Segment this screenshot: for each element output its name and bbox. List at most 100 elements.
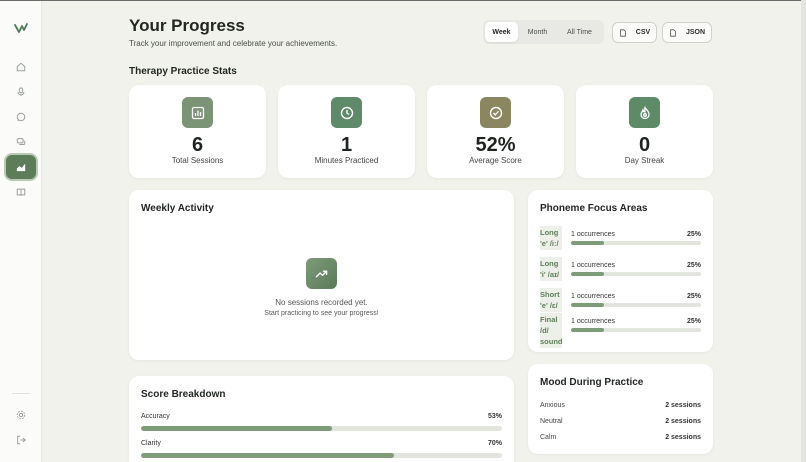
phoneme-progress-track xyxy=(571,241,701,245)
check-circle-icon xyxy=(480,97,511,128)
sidebar-item-settings[interactable] xyxy=(8,405,34,425)
phoneme-count: 1 occurrences xyxy=(571,318,615,325)
score-percent: 53% xyxy=(487,413,502,420)
phoneme-count: 1 occurrences xyxy=(571,262,615,269)
app-logo-icon[interactable] xyxy=(13,20,29,36)
export-json-label: JSON xyxy=(685,29,706,36)
weekly-activity-card: Weekly Activity No sessions recorded yet… xyxy=(129,190,514,360)
phoneme-row: Long 'i' /aɪ/ 1 occurrences 25% xyxy=(540,257,701,285)
sidebar-item-practice[interactable] xyxy=(8,82,34,102)
window-top-border xyxy=(0,0,806,1)
phoneme-percent: 25% xyxy=(686,293,701,300)
mood-label: Anxious xyxy=(540,402,565,409)
mood-row: Neutral 2 sessions xyxy=(540,418,701,425)
stat-card-minutes-practiced: 1 Minutes Practiced xyxy=(278,85,415,178)
file-icon xyxy=(670,28,676,37)
phoneme-progress-fill xyxy=(571,241,604,245)
range-all-time-button[interactable]: All Time xyxy=(567,28,592,36)
weekly-activity-title: Weekly Activity xyxy=(141,203,214,214)
sidebar-item-logout[interactable] xyxy=(8,430,34,450)
score-percent: 70% xyxy=(487,440,502,447)
stat-value: 6 xyxy=(191,134,204,156)
home-icon xyxy=(16,62,26,72)
phoneme-percent: 25% xyxy=(686,318,701,325)
logout-icon xyxy=(17,435,26,445)
page-title: Your Progress xyxy=(129,16,245,35)
phoneme-progress-track xyxy=(571,272,701,276)
range-week-button[interactable]: Week xyxy=(485,22,518,42)
score-progress-track xyxy=(141,453,502,458)
score-label: Clarity xyxy=(141,440,161,447)
phoneme-line: Short xyxy=(540,290,560,299)
file-icon xyxy=(619,28,626,37)
phoneme-percent: 25% xyxy=(686,262,701,269)
mood-count: 2 sessions xyxy=(665,434,701,441)
phoneme-percent: 25% xyxy=(686,231,701,238)
stat-card-day-streak: 0 Day Streak xyxy=(576,85,713,178)
empty-state-subtitle: Start practicing to see your progress! xyxy=(264,310,379,317)
mood-card: Mood During Practice Anxious 2 sessions … xyxy=(528,364,713,454)
stat-label: Total Sessions xyxy=(171,156,224,165)
stat-card-total-sessions: 6 Total Sessions xyxy=(129,85,266,178)
score-progress-fill xyxy=(141,453,394,458)
score-label: Accuracy xyxy=(141,413,170,420)
phoneme-progress-track xyxy=(571,328,701,332)
phoneme-line: 'i' /aɪ/ xyxy=(540,270,560,279)
mood-count: 2 sessions xyxy=(665,402,701,409)
stat-value: 1 xyxy=(340,134,353,156)
stat-label: Minutes Practiced xyxy=(314,156,379,165)
sidebar-item-home[interactable] xyxy=(8,57,34,77)
mood-label: Calm xyxy=(540,434,557,441)
phoneme-line: Final xyxy=(540,315,558,324)
phoneme-chip: Long 'i' /aɪ/ xyxy=(540,257,562,281)
sidebar-item-chat[interactable] xyxy=(8,107,34,127)
range-month-button[interactable]: Month xyxy=(527,28,548,36)
trending-up-icon xyxy=(306,258,337,289)
scrollbar[interactable] xyxy=(801,0,806,462)
mood-label: Neutral xyxy=(540,418,563,425)
phoneme-row: Long 'e' /iː/ 1 occurrences 25% xyxy=(540,226,701,254)
stats-section-title: Therapy Practice Stats xyxy=(129,66,237,77)
phoneme-line: 'e' /iː/ xyxy=(540,239,559,248)
mood-row: Calm 2 sessions xyxy=(540,434,701,441)
chat-bubble-icon xyxy=(16,112,26,122)
stat-value: 52% xyxy=(475,134,516,156)
phoneme-count: 1 occurrences xyxy=(571,293,615,300)
book-icon xyxy=(16,188,26,196)
phoneme-line: 'e' /ɛ/ xyxy=(540,301,558,310)
clock-icon xyxy=(331,97,362,128)
phoneme-progress-fill xyxy=(571,272,604,276)
microphone-icon xyxy=(17,87,25,97)
stat-label: Day Streak xyxy=(624,156,665,165)
stat-label: Average Score xyxy=(469,156,522,165)
export-json-button[interactable]: JSON xyxy=(662,22,712,43)
sidebar-item-messages[interactable] xyxy=(8,132,34,152)
empty-state-title: No sessions recorded yet. xyxy=(275,298,368,307)
time-range-switch: Week Month All Time xyxy=(483,20,604,44)
phoneme-focus-title: Phoneme Focus Areas xyxy=(540,203,648,214)
sidebar xyxy=(0,1,42,462)
stat-value: 0 xyxy=(638,134,651,156)
phoneme-line: Long xyxy=(540,259,559,268)
mood-count: 2 sessions xyxy=(665,418,701,425)
phoneme-row: Short 'e' /ɛ/ 1 occurrences 25% xyxy=(540,288,701,316)
bar-chart-icon xyxy=(182,97,213,128)
flame-icon xyxy=(629,97,660,128)
phoneme-chip: Short 'e' /ɛ/ xyxy=(540,288,562,312)
phoneme-row: Final /d/ sound 1 occurrences 25% xyxy=(540,313,701,348)
sidebar-divider xyxy=(12,393,30,394)
score-progress-fill xyxy=(141,426,333,431)
stat-card-average-score: 52% Average Score xyxy=(427,85,564,178)
progress-chart-icon xyxy=(16,163,26,172)
phoneme-chip: Long 'e' /iː/ xyxy=(540,226,562,250)
phoneme-focus-card: Phoneme Focus Areas Long 'e' /iː/ 1 occu… xyxy=(528,190,713,352)
score-progress-track xyxy=(141,426,502,431)
phoneme-progress-fill xyxy=(571,303,604,307)
sidebar-item-library[interactable] xyxy=(8,182,34,202)
phoneme-line: Long xyxy=(540,228,559,237)
export-csv-button[interactable]: CSV xyxy=(612,22,657,43)
phoneme-progress-track xyxy=(571,303,701,307)
sidebar-item-progress[interactable] xyxy=(6,155,36,179)
export-csv-label: CSV xyxy=(635,29,651,36)
phoneme-count: 1 occurrences xyxy=(571,231,615,238)
